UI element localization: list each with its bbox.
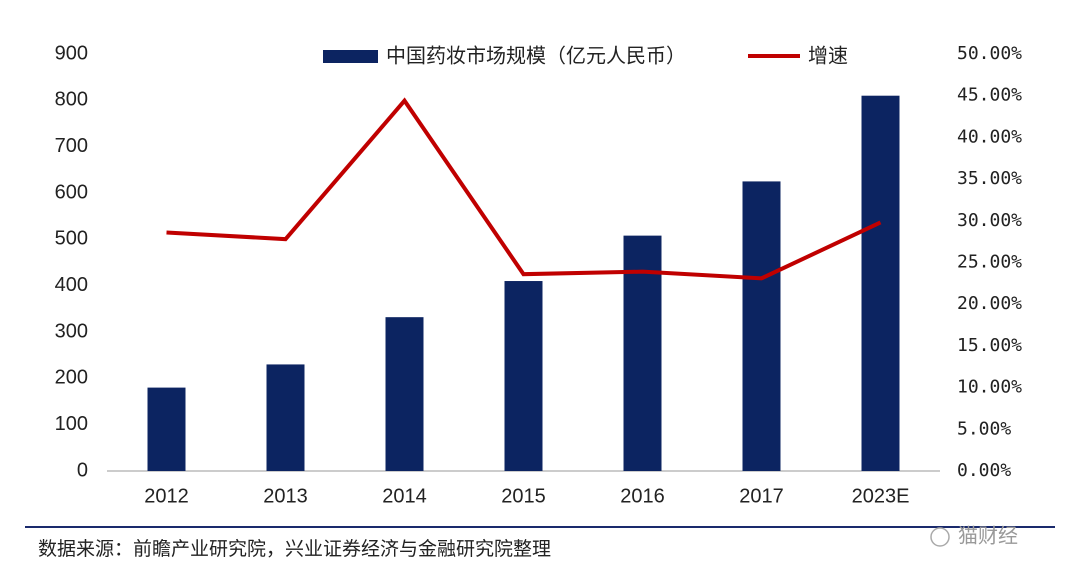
- y2-tick-label: 25.00%: [957, 252, 1022, 273]
- bar: [266, 364, 305, 471]
- bar: [623, 235, 662, 471]
- bar: [385, 317, 424, 471]
- x-tick-label: 2012: [144, 485, 189, 507]
- y2-tick-label: 35.00%: [957, 168, 1022, 189]
- y2-tick-label: 0.00%: [957, 460, 1011, 481]
- y2-tick-label: 15.00%: [957, 335, 1022, 356]
- bar: [742, 181, 781, 471]
- y2-tick-label: 50.00%: [957, 43, 1022, 64]
- x-tick-label: 2023E: [852, 485, 910, 507]
- y-tick-label: 200: [55, 367, 88, 389]
- legend-label: 增速: [808, 44, 848, 67]
- line: [166, 97, 882, 281]
- y2-tick-label: 20.00%: [957, 293, 1022, 314]
- y-tick-label: 800: [55, 89, 88, 111]
- x-tick-label: 2015: [501, 485, 546, 507]
- y-tick-label: 0: [77, 459, 88, 481]
- bar: [504, 281, 543, 471]
- x-tick-label: 2016: [620, 485, 665, 507]
- y-tick-label: 300: [55, 320, 88, 342]
- watermark: 猫财经: [958, 524, 1018, 547]
- source-note: 数据来源：前瞻产业研究院，兴业证券经济与金融研究院整理: [38, 538, 551, 560]
- y2-tick-label: 10.00%: [957, 377, 1022, 398]
- y-tick-label: 600: [55, 181, 88, 203]
- bar: [147, 387, 186, 471]
- y2-tick-label: 45.00%: [957, 85, 1022, 106]
- x-tick-label: 2013: [263, 485, 308, 507]
- watermark-icon: [930, 527, 950, 547]
- bar: [861, 95, 900, 471]
- y-tick-label: 700: [55, 135, 88, 157]
- y-tick-label: 900: [55, 42, 88, 64]
- legend-swatch: [323, 50, 378, 63]
- x-tick-label: 2017: [739, 485, 784, 507]
- x-tick-label: 2014: [382, 485, 427, 507]
- y-tick-label: 400: [55, 274, 88, 296]
- y-tick-label: 500: [55, 228, 88, 250]
- y2-tick-label: 5.00%: [957, 418, 1011, 439]
- y-tick-label: 100: [55, 413, 88, 435]
- y2-tick-label: 30.00%: [957, 210, 1022, 231]
- legend-label: 中国药妆市场规模（亿元人民币）: [386, 44, 686, 67]
- y2-tick-label: 40.00%: [957, 126, 1022, 147]
